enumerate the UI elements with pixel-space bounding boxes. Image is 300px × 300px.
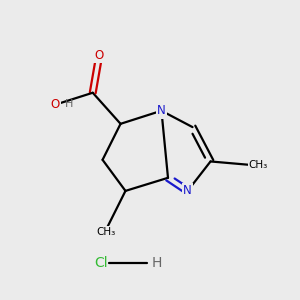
Text: N: N [157,104,166,117]
Text: Cl: Cl [94,256,107,270]
Text: H: H [65,99,73,109]
Text: CH₃: CH₃ [248,160,267,170]
Text: H: H [152,256,162,270]
Text: O: O [95,49,104,62]
Text: O: O [51,98,60,111]
Text: N: N [183,184,192,197]
Text: CH₃: CH₃ [96,227,116,237]
